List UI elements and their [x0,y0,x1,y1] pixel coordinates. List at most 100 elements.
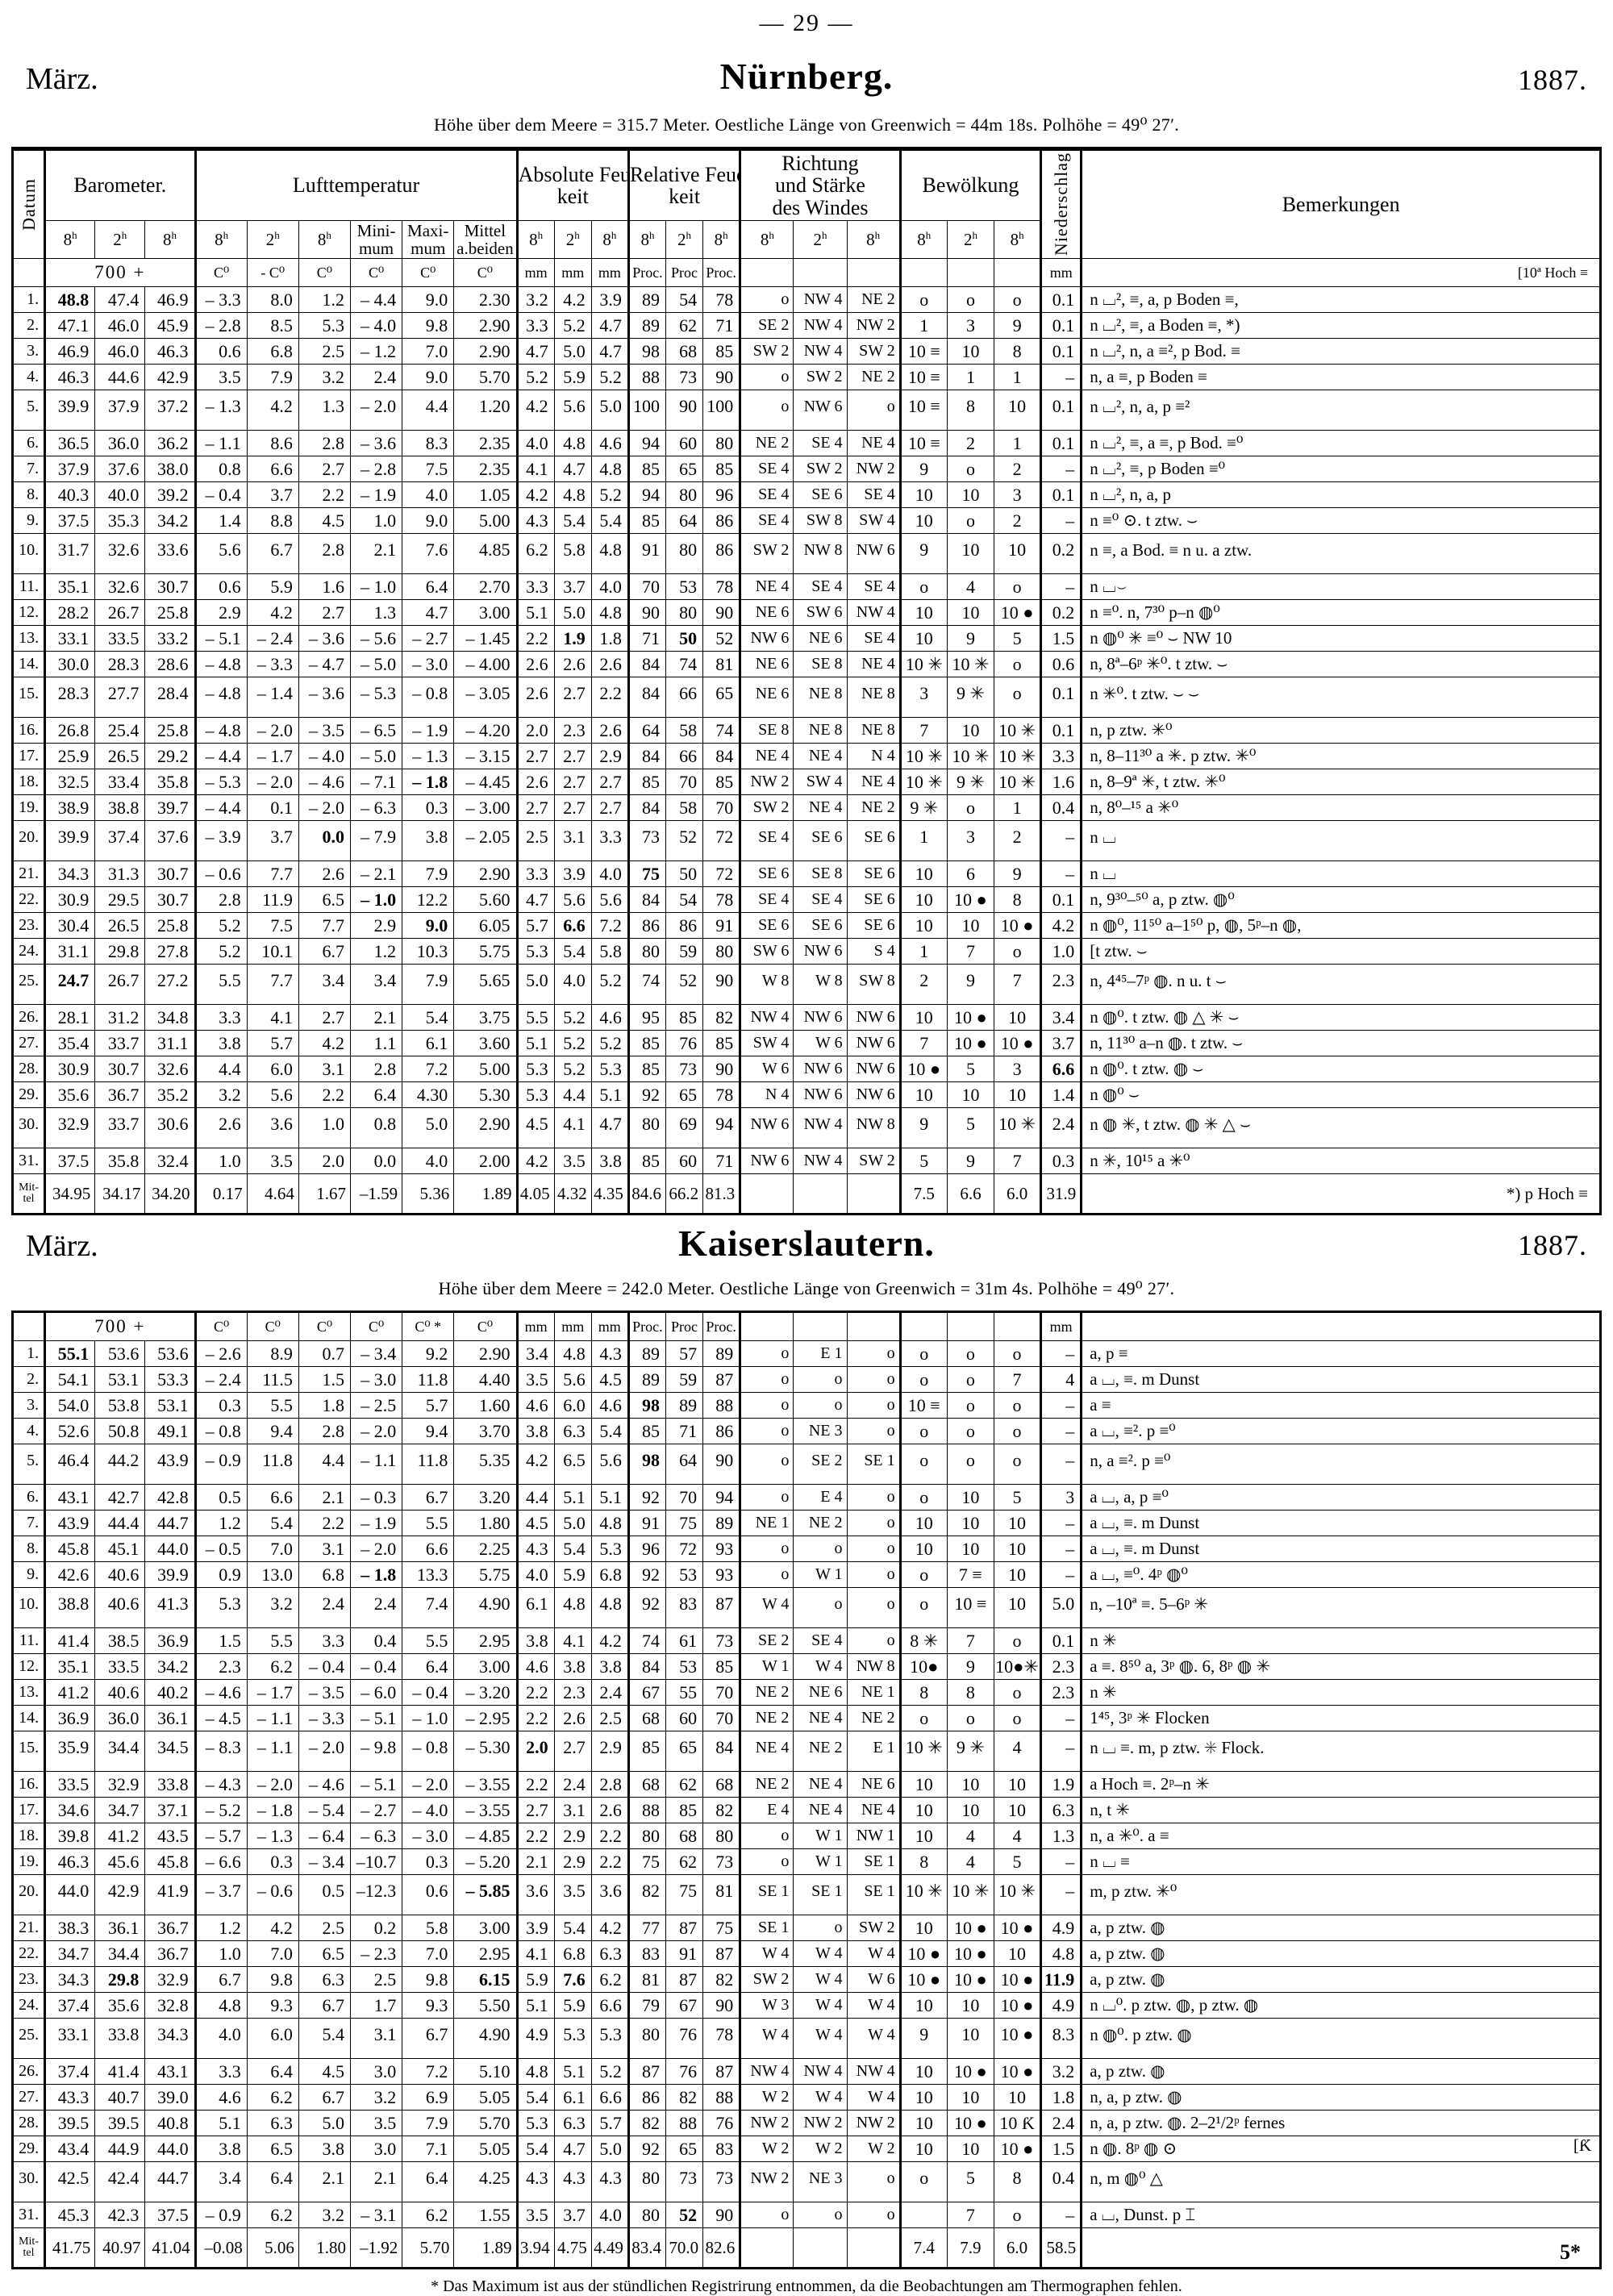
unit-temperature-2: - C⁰ [246,258,299,287]
bar-value: 53.1 [144,1392,196,1419]
temp-value: 9.2 [402,1340,455,1367]
abs-humidity-value: 5.6 [553,1366,592,1393]
wind-value: o [739,1418,794,1444]
bar-value: 39.2 [144,481,196,508]
temp-value: – 2.4 [246,625,299,652]
precipitation-value: – [1040,1536,1082,1562]
bar-value: 54.1 [44,1366,96,1393]
temp-value: – 2.0 [298,794,351,821]
unit-datum [10,1311,46,1341]
abs-humidity-value: 5.8 [590,938,629,965]
abs-humidity-value: 5.3 [590,1056,629,1082]
row-date: 18. [10,1823,46,1849]
temp-value: 1.6 [298,573,351,600]
remarks-value: n, 4⁴⁵–7ᵖ ◍. n u. t ⌣ [1080,964,1602,1005]
mittel-label: Mit-tel [10,1173,46,1215]
remarks-value: n ◍⁰. p ztw. ◍ [1080,2018,1602,2059]
precipitation-value: – [1040,1731,1082,1772]
precipitation-value: 1.5 [1040,2136,1082,2162]
cloud-value: 4 [993,1823,1042,1849]
abs-humidity-value: 4.5 [515,1510,555,1536]
year-label: 1887. [1518,1229,1587,1261]
unit-datum [10,258,46,287]
wind-value: W 4 [793,2084,848,2111]
abs-humidity-value: 4.2 [515,1444,555,1485]
abs-humidity-value: 5.2 [553,312,592,339]
temp-value: 4.8 [194,1992,248,2019]
temp-value: 3.70 [453,1418,518,1444]
bar-value: 43.1 [44,1484,96,1511]
cloud-value: o [994,651,1042,677]
cloud-value: 10 [946,599,995,626]
rel-humidity-value: 84 [627,677,667,718]
wind-value: o [846,390,901,431]
wind-value: NW 6 [846,1081,901,1108]
remarks-value: a ⌴, a, p ≡⁰ [1080,1484,1602,1511]
wind-value: o [793,2202,848,2228]
temp-value: 0.0 [349,1148,403,1174]
col-head-niederschlag-label: Niederschlag [1051,152,1072,256]
abs-humidity-value: 4.7 [590,338,629,365]
wind-value: SW 2 [846,1148,901,1174]
rel-humidity-value: 93 [702,1536,741,1562]
temp-value: 1.7 [350,1992,403,2019]
temp-value: 5.3 [298,312,351,339]
abs-humidity-value: 3.3 [515,573,555,600]
temp-value: – 2.7 [350,1797,403,1823]
temp-value: 1.60 [453,1392,518,1419]
cloud-value: 9 [946,1148,995,1174]
temp-value: 5.65 [453,964,518,1005]
temp-value: – 4.85 [453,1823,518,1849]
precipitation-value: 0.6 [1040,651,1082,677]
mittel-temp: 1.89 [453,1173,518,1215]
rel-humidity-value: 75 [627,860,667,887]
rel-humidity-value: 88 [665,2110,704,2136]
bar-value: 44.9 [94,2136,146,2162]
cloud-value: o [993,1392,1042,1419]
wind-value: N 4 [739,1081,794,1108]
temp-value: 9.4 [402,1418,455,1444]
cloud-value: 7 [994,1148,1042,1174]
temp-value: 9.8 [246,1966,299,1993]
wind-value: SE 4 [793,573,848,600]
rel-humidity-value: 84 [702,743,741,769]
wind-value: E 1 [846,1731,901,1772]
rel-humidity-value: 90 [702,964,741,1005]
temp-value: 2.5 [298,338,351,365]
temp-value: 4.1 [246,1004,299,1031]
temp-value: – 5.0 [349,651,403,677]
precipitation-value: 1.3 [1040,1823,1082,1849]
wind-value: NW 8 [793,533,848,574]
mittel-wind [739,1173,794,1215]
temp-value: 1.0 [349,507,403,534]
wind-value: SE 6 [793,820,848,861]
abs-humidity-value: 4.8 [590,533,629,574]
abs-humidity-value: 3.5 [515,1366,555,1393]
cloud-value: 10 [946,2084,994,2111]
mittel-label: Mit-tel [10,2227,46,2269]
abs-humidity-value: 2.2 [590,1823,629,1849]
temp-value: – 3.00 [453,794,518,821]
cloud-value: 1 [898,312,948,339]
bar-value: 39.9 [144,1561,196,1588]
abs-humidity-value: 5.2 [553,1004,592,1031]
remarks-value: a ⌴, ≡. m Dunst [1080,1366,1602,1393]
wind-value: NE 2 [739,1705,794,1731]
bar-value: 43.3 [44,2084,96,2111]
bar-value: 35.2 [144,1081,196,1108]
wind-value: W 2 [739,2136,794,2162]
precipitation-value: 4.9 [1040,1915,1082,1941]
abs-humidity-value: 2.3 [553,1679,592,1706]
rel-humidity-value: 65 [665,456,704,482]
temp-value: 4.90 [453,1587,518,1628]
row-date: 30. [10,1107,46,1148]
abs-humidity-value: 2.9 [553,1823,592,1849]
col-head-barometer: Barometer. [44,148,196,221]
abs-humidity-value: 3.9 [553,860,592,887]
bar-value: 28.2 [44,599,96,626]
cloud-value: 10 ✳ [898,1731,948,1772]
row-date: 21. [10,1915,46,1941]
cloud-value: o [898,1418,948,1444]
temp-value: – 4.6 [298,769,351,795]
col-head-bew-2h: 2h [946,220,995,259]
